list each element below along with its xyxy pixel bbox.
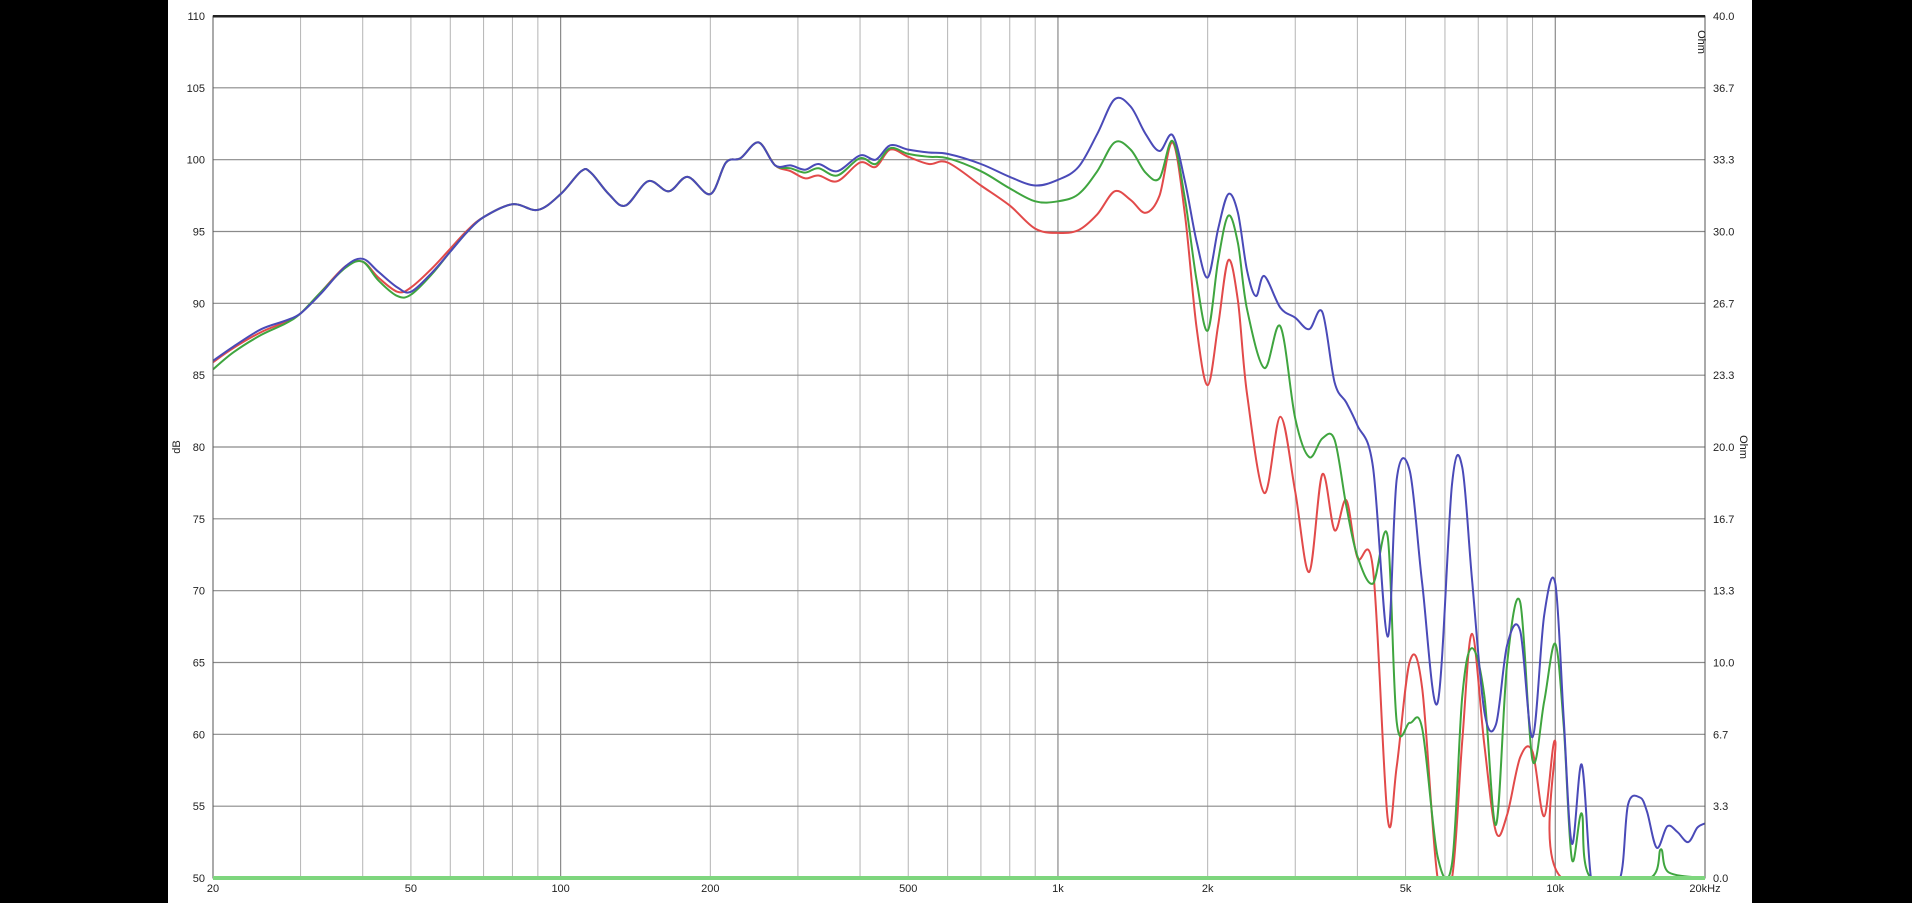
- series-lines: [213, 96, 1705, 877]
- x-tick-label: 2k: [1202, 883, 1214, 895]
- y2-tick-label: 23.3: [1713, 370, 1734, 382]
- x-tick-label: 200: [701, 883, 719, 895]
- y2-tick-label: 6.7: [1713, 729, 1728, 741]
- y2-tick-label: 10.0: [1713, 658, 1734, 670]
- y2-tick-label: 16.7: [1713, 514, 1734, 526]
- y2-tick-label: 3.3: [1713, 801, 1728, 813]
- x-tick-label: 10k: [1546, 883, 1564, 895]
- y2-axis-unit-corner: Ohm: [1695, 30, 1707, 54]
- x-tick-label: 500: [899, 883, 917, 895]
- y-tick-label: 85: [193, 370, 205, 382]
- plot-bottom-baseline: [213, 876, 1705, 880]
- y-tick-label: 70: [193, 586, 205, 598]
- y-tick-label: 55: [193, 801, 205, 813]
- y2-tick-label: 20.0: [1713, 442, 1734, 454]
- y-tick-label: 50: [193, 873, 205, 885]
- series-line-3: [213, 96, 1705, 877]
- y2-axis-label: Ohm: [1737, 435, 1749, 459]
- y-axis-ticks: 50 55 60 65 70 75 80 85 90 95 100 105 110: [187, 11, 205, 885]
- frequency-response-chart: 20 50 100 200 500 1k 2k 5k 10k 20kHz 505560657075…: [171, 11, 1749, 895]
- y2-axis-ticks: 0.0 3.3 6.7 10.0 13.3 16.7 20.0 23.3 26.7 30.0 33.…: [1713, 11, 1734, 885]
- y2-tick-label: 33.3: [1713, 155, 1734, 167]
- y2-tick-label: 13.3: [1713, 586, 1734, 598]
- y2-tick-label: 36.7: [1713, 83, 1734, 95]
- y-tick-label: 80: [193, 442, 205, 454]
- y-tick-label: 75: [193, 514, 205, 526]
- chart-panel: 20 50 100 200 500 1k 2k 5k 10k 20kHz 50 55 60 65 70 75…: [168, 0, 1752, 903]
- y-tick-label: 95: [193, 227, 205, 239]
- x-tick-label: 50: [405, 883, 417, 895]
- grid: [213, 16, 1705, 878]
- x-tick-label: 100: [551, 883, 569, 895]
- y-tick-label: 105: [187, 83, 205, 95]
- x-tick-label: 1k: [1052, 883, 1064, 895]
- x-tick-label: 20: [207, 883, 219, 895]
- x-tick-label: 5k: [1400, 883, 1412, 895]
- plot-top-border: [213, 15, 1705, 18]
- y2-tick-label: 26.7: [1713, 298, 1734, 310]
- y2-tick-label: 30.0: [1713, 227, 1734, 239]
- y2-tick-label: 0.0: [1713, 873, 1728, 885]
- y-axis-label: dB: [171, 440, 183, 453]
- x-tick-label: 20kHz: [1689, 883, 1720, 895]
- y-tick-label: 60: [193, 729, 205, 741]
- y-tick-label: 110: [187, 11, 205, 23]
- y-tick-label: 65: [193, 658, 205, 670]
- x-axis-ticks: 20 50 100 200 500 1k 2k 5k 10k 20kHz: [207, 883, 1721, 895]
- y-tick-label: 90: [193, 298, 205, 310]
- y-tick-label: 100: [187, 155, 205, 167]
- y2-tick-label: 40.0: [1713, 11, 1734, 23]
